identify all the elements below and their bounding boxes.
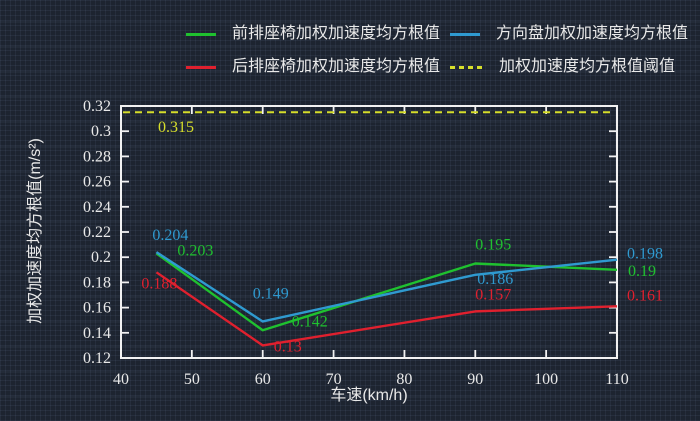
x-axis-title: 车速(km/h) bbox=[330, 387, 408, 404]
legend: 前排座椅加权加速度均方根值 方向盘加权加速度均方根值 后排座椅加权加速度均方根值… bbox=[186, 24, 688, 77]
x-tick-label: 70 bbox=[326, 371, 342, 388]
y-tick-label: 0.14 bbox=[83, 325, 111, 342]
x-tick-label: 50 bbox=[184, 371, 200, 388]
data-label-front-seat: 0.203 bbox=[177, 242, 213, 259]
y-tick-label: 0.16 bbox=[83, 300, 111, 317]
legend-label-threshold: 加权加速度均方根值阈值 bbox=[499, 58, 676, 75]
x-tick-label: 110 bbox=[605, 371, 628, 388]
legend-swatch-threshold-dashed-line-icon bbox=[450, 65, 483, 69]
data-label-front-seat: 0.19 bbox=[628, 263, 656, 280]
data-label-steering-wheel: 0.186 bbox=[477, 271, 513, 288]
y-tick-label: 0.22 bbox=[83, 224, 111, 241]
legend-item-front-seat: 前排座椅加权加速度均方根值 bbox=[186, 24, 450, 44]
y-tick-label: 0.26 bbox=[83, 174, 111, 191]
data-label-front-seat: 0.195 bbox=[475, 237, 511, 254]
legend-label-steering-wheel: 方向盘加权加速度均方根值 bbox=[496, 25, 689, 42]
y-tick-label: 0.28 bbox=[83, 148, 111, 165]
x-tick-label: 100 bbox=[534, 371, 558, 388]
y-tick-label: 0.2 bbox=[91, 249, 111, 266]
y-tick-label: 0.24 bbox=[83, 199, 111, 216]
x-tick-label: 90 bbox=[467, 371, 483, 388]
plot-frame bbox=[120, 105, 618, 359]
data-label-rear-seat: 0.157 bbox=[475, 286, 511, 303]
legend-item-threshold: 加权加速度均方根值阈值 bbox=[450, 57, 688, 77]
legend-swatch-rear-seat-line-icon bbox=[186, 65, 216, 69]
data-label-front-seat: 0.142 bbox=[292, 313, 328, 330]
legend-label-rear-seat: 后排座椅加权加速度均方根值 bbox=[232, 58, 441, 75]
data-label-steering-wheel: 0.198 bbox=[627, 246, 663, 263]
data-label-rear-seat: 0.13 bbox=[274, 338, 302, 355]
legend-label-front-seat: 前排座椅加权加速度均方根值 bbox=[232, 25, 441, 42]
series-line-rear-seat bbox=[155, 271, 618, 347]
series-line-steering-wheel bbox=[155, 251, 618, 323]
y-axis-title: 加权加速度均方根值(m/s²) bbox=[27, 138, 44, 324]
legend-swatch-front-seat-line-icon bbox=[186, 32, 216, 36]
y-tick-label: 0.3 bbox=[91, 123, 111, 140]
x-tick-label: 60 bbox=[255, 371, 271, 388]
y-tick-label: 0.32 bbox=[83, 98, 111, 115]
y-tick-label: 0.12 bbox=[83, 350, 111, 367]
data-label-steering-wheel: 0.204 bbox=[152, 227, 188, 244]
x-tick-label: 80 bbox=[396, 371, 412, 388]
y-tick-label: 0.18 bbox=[83, 274, 111, 291]
legend-item-rear-seat: 后排座椅加权加速度均方根值 bbox=[186, 57, 450, 77]
x-tick-label: 40 bbox=[113, 371, 129, 388]
legend-item-steering-wheel: 方向盘加权加速度均方根值 bbox=[450, 24, 688, 44]
data-label-steering-wheel: 0.149 bbox=[253, 285, 289, 302]
threshold-label: 0.315 bbox=[158, 119, 194, 136]
legend-swatch-steering-wheel-line-icon bbox=[450, 32, 480, 36]
data-label-rear-seat: 0.188 bbox=[141, 275, 177, 292]
data-label-rear-seat: 0.161 bbox=[627, 287, 663, 304]
